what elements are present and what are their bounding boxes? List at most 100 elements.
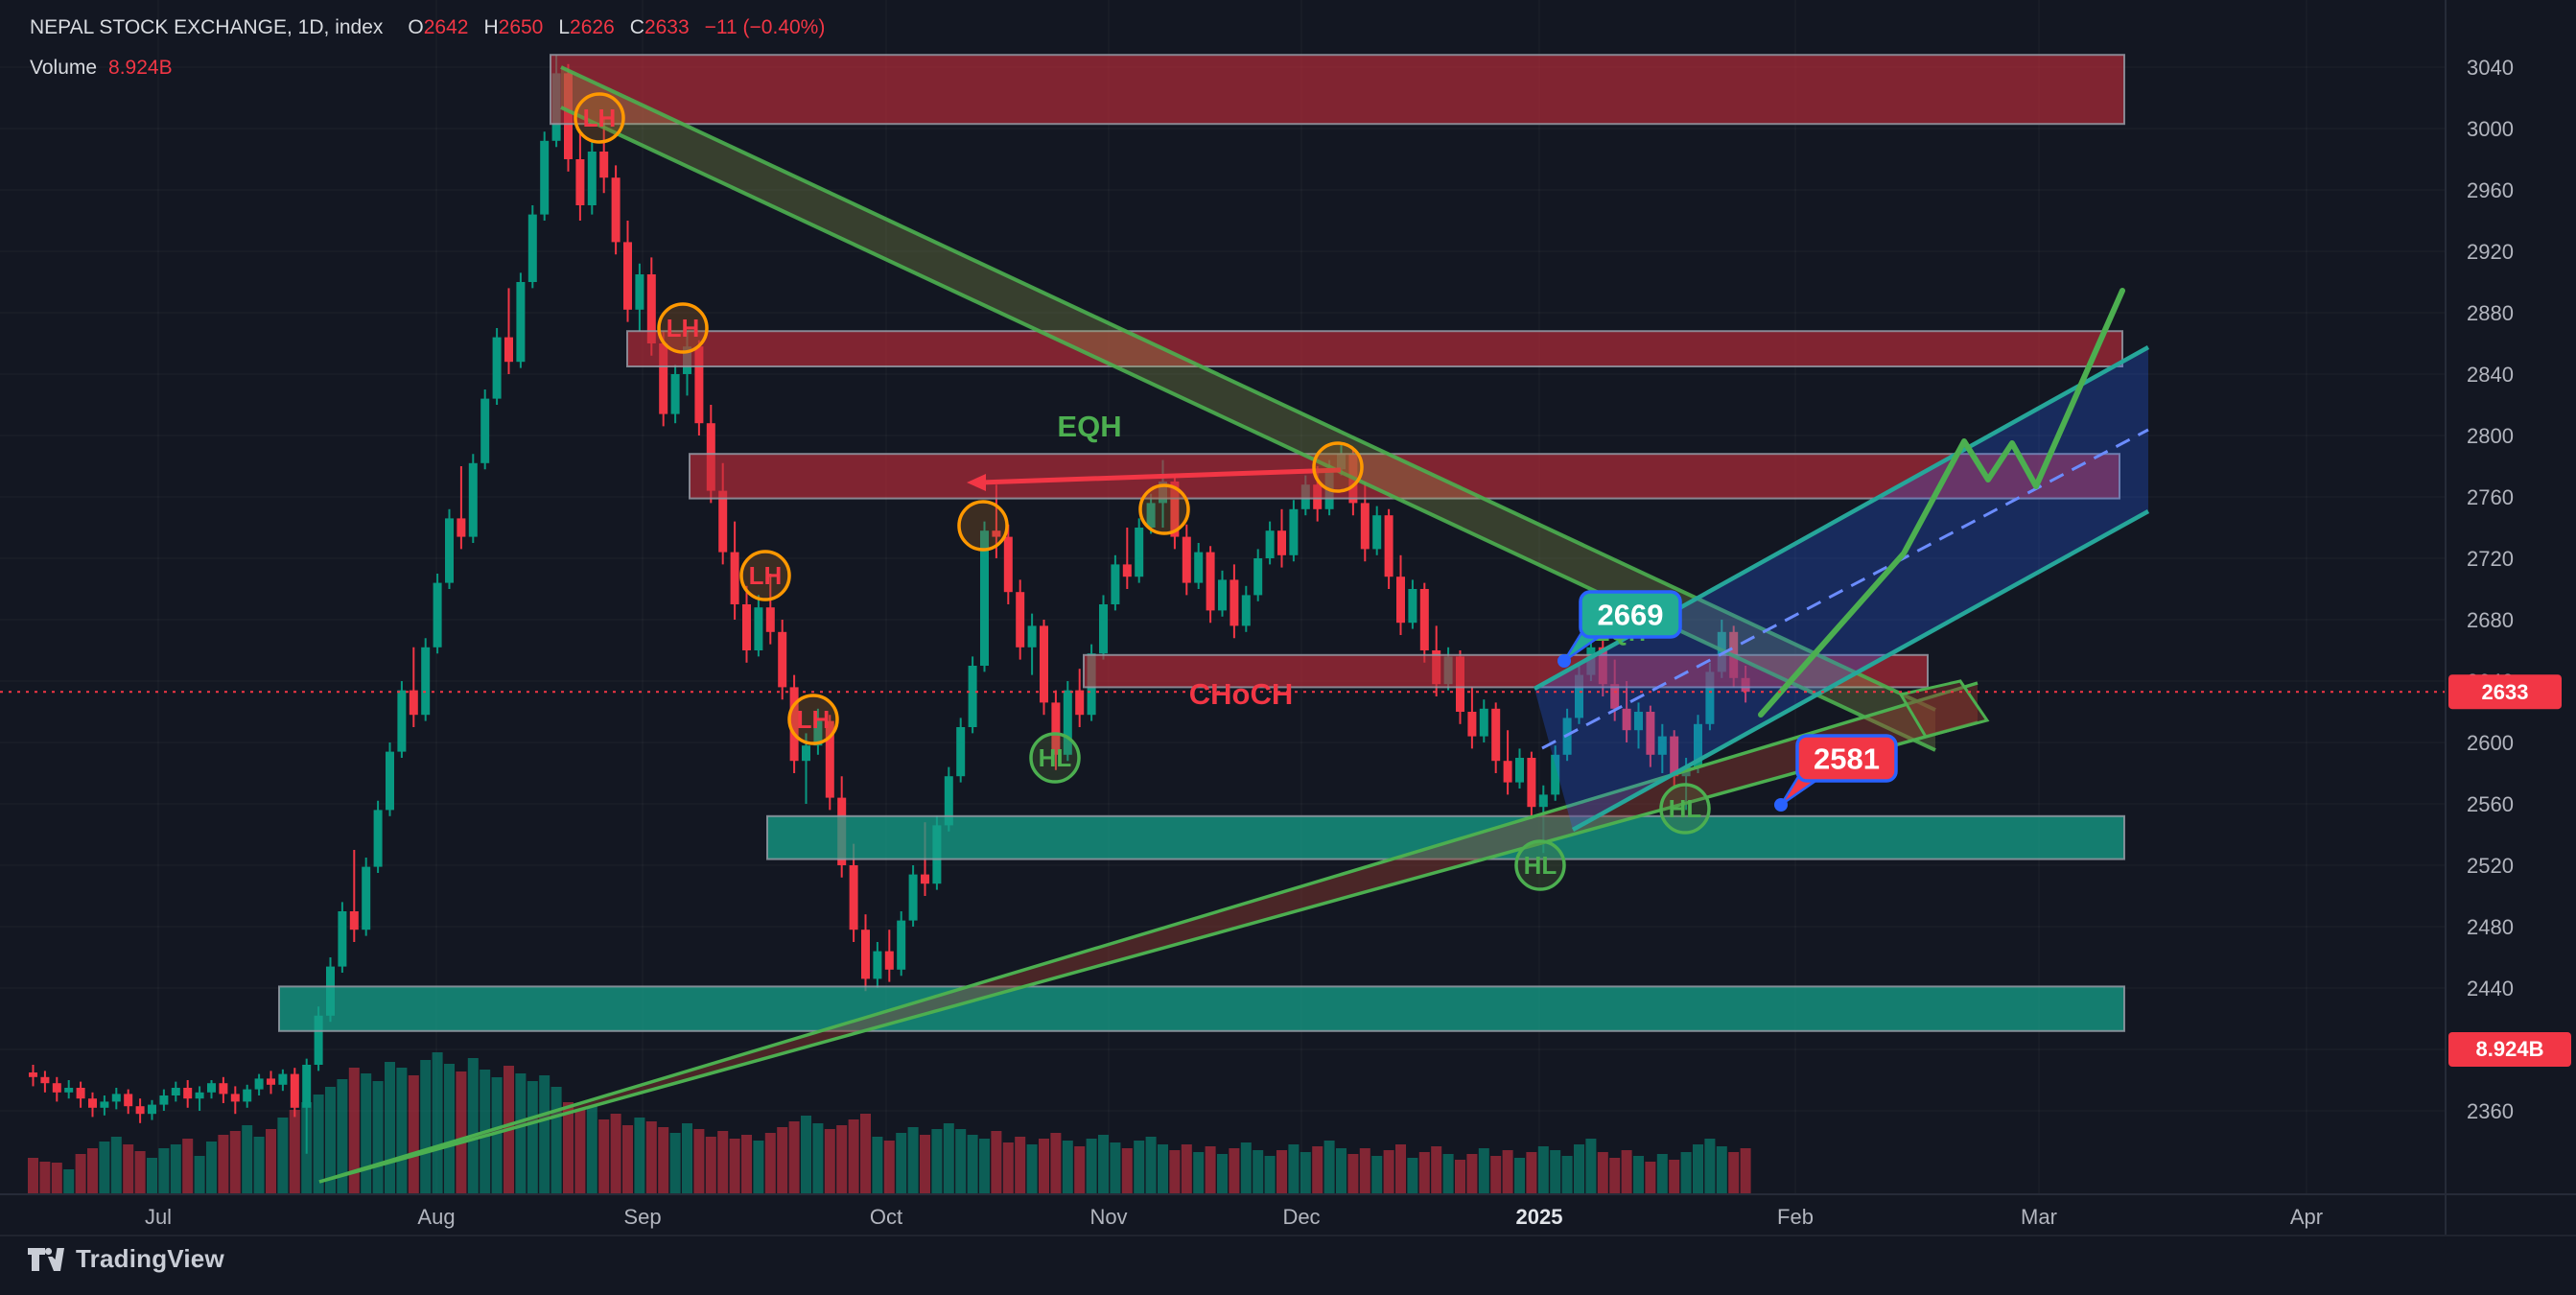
volume-bar xyxy=(1704,1139,1716,1194)
higher-low-marker[interactable]: HL xyxy=(1659,783,1711,835)
candle-body xyxy=(1265,530,1275,558)
volume-bar xyxy=(979,1139,990,1194)
candle-body xyxy=(230,1094,240,1102)
tradingview-branding[interactable]: TradingView xyxy=(27,1244,224,1274)
candle-body xyxy=(207,1083,216,1093)
volume-bar xyxy=(325,1087,336,1194)
volume-bar xyxy=(1645,1162,1656,1194)
candle-body xyxy=(1218,579,1227,611)
lower-high-marker[interactable]: LH xyxy=(657,302,709,354)
volume-bar xyxy=(931,1129,943,1194)
volume-bar xyxy=(1323,1141,1335,1194)
equal-high-marker[interactable] xyxy=(957,500,1009,552)
candle-body xyxy=(587,152,597,205)
candle-body xyxy=(694,346,704,424)
supply-demand-zones[interactable] xyxy=(278,54,2125,1032)
ascending-wedge[interactable] xyxy=(318,679,1990,1184)
price-axis[interactable]: 3040 3000 2960 2920 2880 2840 2800 2760 2720 2680… xyxy=(0,0,2576,1236)
candle-body xyxy=(1575,674,1583,718)
candle-body xyxy=(789,687,799,762)
candle-body xyxy=(1016,592,1025,648)
price-callout-2669[interactable]: 2669 xyxy=(1557,590,1682,668)
volume-bar xyxy=(218,1135,229,1194)
volume-bar xyxy=(1181,1144,1192,1194)
supply-zone-3000[interactable] xyxy=(550,54,2125,126)
candle-body xyxy=(290,1073,299,1108)
svg-text:HL: HL xyxy=(1669,794,1702,823)
candle-body xyxy=(314,1015,323,1065)
eqh-trendline[interactable] xyxy=(967,467,1342,491)
volume-bar xyxy=(705,1137,716,1194)
volume-bar xyxy=(1098,1135,1109,1194)
volume-bar xyxy=(1074,1146,1086,1194)
volume-bar xyxy=(1383,1150,1394,1194)
time-tick-label: Jul xyxy=(145,1205,172,1229)
candle-body xyxy=(362,866,371,930)
candle-body xyxy=(861,930,870,979)
volume-bar xyxy=(1347,1154,1359,1194)
descending-channel[interactable] xyxy=(560,65,1936,752)
equal-high-marker[interactable] xyxy=(1138,483,1190,535)
volume-bar xyxy=(51,1163,62,1194)
volume-row[interactable]: Volume 8.924B xyxy=(30,54,825,82)
volume-bar xyxy=(836,1125,848,1194)
volume-bar xyxy=(1550,1150,1561,1194)
candle-body xyxy=(1027,625,1037,648)
lower-high-marker[interactable]: LH xyxy=(739,550,791,601)
volume-bar xyxy=(1300,1152,1311,1194)
price-tick-label: 2560 xyxy=(2467,792,2514,816)
candle-body xyxy=(148,1104,156,1115)
candle-body xyxy=(635,274,644,310)
volume-bar xyxy=(313,1095,324,1194)
demand-zone-2425[interactable] xyxy=(278,985,2125,1032)
volume-bar xyxy=(1288,1144,1300,1194)
candle-body xyxy=(1503,761,1512,783)
volume-bar xyxy=(598,1119,610,1194)
price-callout-2581[interactable]: 2581 xyxy=(1774,734,1898,812)
candle-body xyxy=(421,647,431,716)
price-projection-zigzag[interactable] xyxy=(1758,288,2125,718)
candle-body xyxy=(457,518,466,537)
higher-low-marker[interactable]: HL xyxy=(1514,839,1566,891)
candle-body xyxy=(1515,758,1524,783)
candle-body xyxy=(1099,604,1108,654)
candle-body xyxy=(1051,702,1061,755)
time-axis[interactable]: Jul Aug Sep Oct Nov Dec 2025 Feb Mar Apr xyxy=(145,1205,2323,1229)
dashed-midline[interactable] xyxy=(1541,428,2149,750)
candle-body xyxy=(754,607,763,650)
candle-body xyxy=(124,1094,133,1107)
volume-bar xyxy=(1276,1150,1287,1194)
volume-bar xyxy=(385,1062,395,1194)
volume-bar xyxy=(896,1133,907,1194)
volume-label: Volume xyxy=(30,57,98,79)
choch-text[interactable]: CHoCH xyxy=(1189,677,1294,711)
volume-bar xyxy=(1205,1146,1216,1194)
higher-low-marker[interactable]: HL xyxy=(1029,732,1081,784)
supply-zone-2850[interactable] xyxy=(626,330,2123,368)
equal-high-marker[interactable] xyxy=(1312,441,1364,493)
time-tick-label: Dec xyxy=(1282,1205,1320,1229)
volume-bar xyxy=(1407,1158,1418,1194)
candle-body xyxy=(302,1065,312,1108)
candle-body xyxy=(409,690,418,716)
candle-body xyxy=(111,1094,121,1102)
symbol-title[interactable]: NEPAL STOCK EXCHANGE, 1D, index xyxy=(30,16,384,38)
candle-body xyxy=(1646,712,1655,755)
close-label: C xyxy=(629,16,644,38)
volume-bar xyxy=(1526,1152,1537,1194)
candle-body xyxy=(1289,508,1299,555)
candle-body xyxy=(825,720,834,798)
candle-body xyxy=(1396,577,1405,624)
candle-body xyxy=(433,582,442,648)
lower-high-marker[interactable]: LH xyxy=(574,92,625,144)
volume-bar xyxy=(1693,1144,1703,1194)
eqh-text[interactable]: EQH xyxy=(1057,410,1121,443)
lower-high-marker[interactable]: LH xyxy=(787,694,839,745)
candle-body xyxy=(1551,754,1560,795)
demand-zone-2540[interactable] xyxy=(766,814,2125,860)
convergence-diamond[interactable] xyxy=(1898,679,1990,739)
